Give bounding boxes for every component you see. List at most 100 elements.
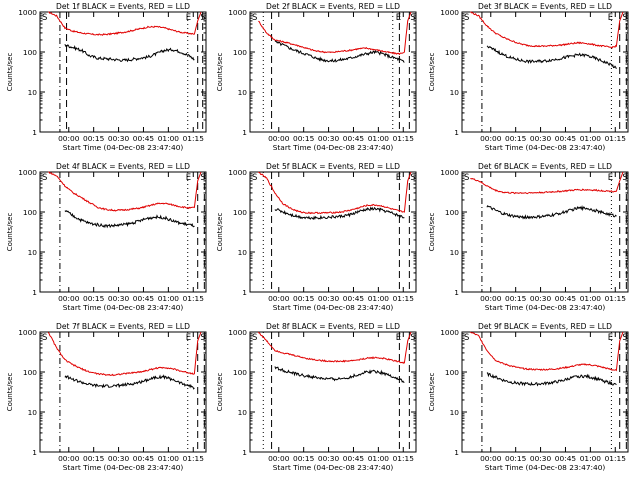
end-marker-label: E <box>186 13 191 23</box>
y-tick-label: 100 <box>445 208 459 217</box>
y-tick-label: 10 <box>238 408 248 417</box>
end-marker-label: E <box>396 173 401 183</box>
saa-marker-label: S <box>622 333 627 343</box>
panel-title: Det 2f BLACK = Events, RED = LLD <box>266 2 400 11</box>
series-line-events-black <box>274 40 405 63</box>
chart-panel-det-8f: Det 8f BLACK = Events, RED = LLD 1 10 100 10… <box>216 322 417 472</box>
y-tick-label: 10 <box>238 248 248 257</box>
y-tick-label: 100 <box>23 208 37 217</box>
y-tick-label: 100 <box>233 368 247 377</box>
x-tick-label: 00:00 <box>58 454 80 463</box>
y-tick-label: 100 <box>23 368 37 377</box>
y-tick-label: 1000 <box>228 328 247 337</box>
plot-frame <box>249 11 417 133</box>
series-line-lld-red <box>47 331 202 377</box>
x-tick-label: 00:30 <box>108 294 130 303</box>
x-tick-label: 00:15 <box>505 294 527 303</box>
y-tick-label: 1000 <box>18 328 37 337</box>
x-tick-label: 00:15 <box>293 294 315 303</box>
x-axis-label: Start Time (04-Dec-08 23:47:40) <box>63 463 184 472</box>
y-axis-label: Counts/sec <box>216 53 224 92</box>
start-marker-label: S <box>464 173 469 183</box>
series-line-lld-red <box>48 11 202 36</box>
panel-title: Det 6f BLACK = Events, RED = LLD <box>478 162 612 171</box>
x-tick-label: 00:15 <box>293 134 315 143</box>
end-marker-label: E <box>608 173 613 183</box>
y-tick-label: 1 <box>32 288 37 297</box>
end-marker-label: E <box>396 333 401 343</box>
panel-title: Det 5f BLACK = Events, RED = LLD <box>266 162 400 171</box>
end-marker-label: E <box>608 13 613 23</box>
x-tick-label: 01:15 <box>183 454 205 463</box>
y-axis-label: Counts/sec <box>428 53 436 92</box>
y-tick-label: 1 <box>242 128 247 137</box>
x-tick-label: 00:30 <box>318 294 340 303</box>
y-tick-label: 1000 <box>440 168 459 177</box>
x-tick-label: 00:00 <box>58 294 80 303</box>
x-axis-label: Start Time (04-Dec-08 23:47:40) <box>485 303 606 312</box>
panel-title: Det 9f BLACK = Events, RED = LLD <box>478 322 612 331</box>
chart-panel-det-2f: Det 2f BLACK = Events, RED = LLD 1 10 100 10… <box>216 2 417 152</box>
chart-panel-det-6f: Det 6f BLACK = Events, RED = LLD 1 10 100 10… <box>428 162 629 312</box>
y-axis-label: Counts/sec <box>6 373 14 412</box>
x-tick-label: 00:45 <box>555 294 577 303</box>
y-tick-label: 10 <box>28 408 38 417</box>
y-tick-label: 1000 <box>18 8 37 17</box>
plot-frame <box>39 11 207 133</box>
x-tick-label: 00:15 <box>83 134 105 143</box>
x-tick-label: 01:00 <box>158 454 180 463</box>
x-tick-label: 01:15 <box>393 454 415 463</box>
x-tick-label: 00:00 <box>268 454 290 463</box>
y-tick-label: 100 <box>445 368 459 377</box>
chart-panel-det-5f: Det 5f BLACK = Events, RED = LLD 1 10 100 10… <box>216 162 417 312</box>
y-tick-label: 100 <box>233 208 247 217</box>
plot-frame <box>39 331 207 453</box>
y-axis-label: Counts/sec <box>216 373 224 412</box>
series-line-events-black <box>274 366 405 383</box>
series-line-events-black <box>64 374 195 390</box>
chart-panel-det-3f: Det 3f BLACK = Events, RED = LLD 1 10 100 10… <box>428 2 629 152</box>
x-tick-label: 01:15 <box>183 134 205 143</box>
y-tick-label: 1 <box>454 288 459 297</box>
x-axis-label: Start Time (04-Dec-08 23:47:40) <box>485 143 606 152</box>
series-line-events-black <box>486 372 617 387</box>
y-tick-label: 1000 <box>18 168 37 177</box>
series-line-events-black <box>64 210 195 229</box>
y-tick-label: 1 <box>32 448 37 457</box>
plot-frame <box>249 171 417 293</box>
x-tick-label: 00:00 <box>268 134 290 143</box>
x-tick-label: 00:30 <box>318 134 340 143</box>
x-tick-label: 01:00 <box>580 134 602 143</box>
series-line-events-black <box>486 204 617 220</box>
y-tick-label: 1 <box>32 128 37 137</box>
panel-title: Det 8f BLACK = Events, RED = LLD <box>266 322 400 331</box>
x-tick-label: 01:15 <box>393 294 415 303</box>
series-line-lld-red <box>257 331 412 364</box>
chart-panel-det-7f: Det 7f BLACK = Events, RED = LLD 1 10 100 10… <box>6 322 207 472</box>
x-tick-label: 00:45 <box>343 294 365 303</box>
x-tick-label: 00:15 <box>505 134 527 143</box>
x-tick-label: 00:00 <box>480 134 502 143</box>
x-tick-label: 00:00 <box>480 294 502 303</box>
x-tick-label: 00:00 <box>268 294 290 303</box>
y-tick-label: 1000 <box>440 328 459 337</box>
x-tick-label: 01:15 <box>183 294 205 303</box>
y-tick-label: 10 <box>450 248 460 257</box>
start-marker-label: S <box>464 13 469 23</box>
x-tick-label: 01:00 <box>158 134 180 143</box>
x-tick-label: 00:45 <box>555 454 577 463</box>
x-axis-label: Start Time (04-Dec-08 23:47:40) <box>273 143 394 152</box>
y-tick-label: 1 <box>242 288 247 297</box>
x-tick-label: 00:45 <box>343 454 365 463</box>
y-tick-label: 1 <box>454 128 459 137</box>
x-tick-label: 00:45 <box>133 294 155 303</box>
start-marker-label: S <box>464 333 469 343</box>
x-tick-label: 01:00 <box>580 294 602 303</box>
saa-marker-label: S <box>200 13 205 23</box>
series-line-lld-red <box>258 171 412 215</box>
x-tick-label: 01:15 <box>605 134 627 143</box>
x-axis-label: Start Time (04-Dec-08 23:47:40) <box>63 303 184 312</box>
y-axis-label: Counts/sec <box>6 213 14 252</box>
x-axis-label: Start Time (04-Dec-08 23:47:40) <box>63 143 184 152</box>
